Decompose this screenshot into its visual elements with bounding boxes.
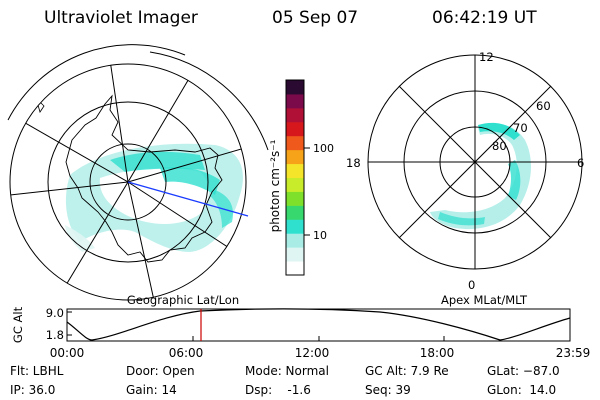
image-time: 06:42:19 UT xyxy=(432,8,537,28)
colorbar-unit-label: photon cm⁻²s⁻¹ xyxy=(268,139,282,232)
image-date: 05 Sep 07 xyxy=(272,8,359,28)
footer-mode: Mode: Normal xyxy=(245,364,329,378)
geographic-label: Geographic Lat/Lon xyxy=(127,293,239,307)
colorbar-swatch xyxy=(286,247,304,262)
colorbar-swatch xyxy=(286,261,304,276)
footer-glon: GLon: 14.0 xyxy=(487,383,557,397)
ytick-9: 9.0 xyxy=(46,306,64,320)
terminator-line xyxy=(127,181,249,217)
footer-ip: IP: 36.0 xyxy=(10,383,56,397)
magnetic-aurora-image xyxy=(430,122,532,230)
colorbar-swatch xyxy=(286,135,304,151)
footer-gc-alt: GC Alt: 7.9 Re xyxy=(365,364,449,378)
xtick-0000: 00:00 xyxy=(50,346,85,360)
mlt-label-6: 6 xyxy=(577,156,584,170)
colorbar-swatch xyxy=(286,93,304,109)
magnetic-map: 12 18 6 0 60 70 80 xyxy=(346,50,584,292)
mlt-label-18: 18 xyxy=(346,156,361,170)
footer-seq: Seq: 39 xyxy=(365,383,411,397)
mlat-label-60: 60 xyxy=(536,99,551,113)
colorbar-swatch xyxy=(286,121,304,137)
colorbar-swatch xyxy=(286,177,304,192)
xtick-0600: 06:00 xyxy=(169,346,204,360)
xtick-2359: 23:59 xyxy=(556,346,591,360)
colorbar-tick-10: 10 xyxy=(313,229,327,242)
footer-glat: GLat: −87.0 xyxy=(487,364,560,378)
colorbar-tick-100: 100 xyxy=(313,142,334,155)
altitude-curve xyxy=(66,308,571,341)
altitude-ylabel: GC Alt xyxy=(11,306,25,343)
footer-filter: Flt: LBHL xyxy=(10,364,64,378)
colorbar-swatches xyxy=(286,80,304,276)
colorbar-swatch xyxy=(286,205,304,220)
colorbar-swatch xyxy=(286,191,304,206)
magnetic-label: Apex MLat/MLT xyxy=(441,293,528,307)
colorbar: 100 10 photon cm⁻²s⁻¹ xyxy=(268,79,334,276)
footer-gain: Gain: 14 xyxy=(126,383,177,397)
geographic-aurora-image xyxy=(27,64,243,263)
colorbar-swatch xyxy=(286,219,304,234)
colorbar-swatch xyxy=(286,149,304,165)
ytick-1-8: 1.8 xyxy=(46,328,64,342)
colorbar-swatch xyxy=(286,163,304,178)
instrument-title: Ultraviolet Imager xyxy=(44,8,198,28)
footer-door: Door: Open xyxy=(126,364,195,378)
mlt-label-0: 0 xyxy=(468,278,475,292)
xtick-1200: 12:00 xyxy=(295,346,330,360)
altitude-plot: 9.0 1.8 GC Alt 00:00 06:00 12:00 18:00 2… xyxy=(11,306,590,360)
mlat-label-80: 80 xyxy=(492,139,507,153)
mlat-label-70: 70 xyxy=(513,121,528,135)
colorbar-swatch xyxy=(286,80,304,95)
mlt-label-12: 12 xyxy=(479,50,494,64)
colorbar-swatch xyxy=(286,107,304,123)
colorbar-swatch xyxy=(286,233,304,248)
geographic-map xyxy=(7,44,269,301)
xtick-1800: 18:00 xyxy=(420,346,455,360)
footer-dsp: Dsp: -1.6 xyxy=(245,383,311,397)
